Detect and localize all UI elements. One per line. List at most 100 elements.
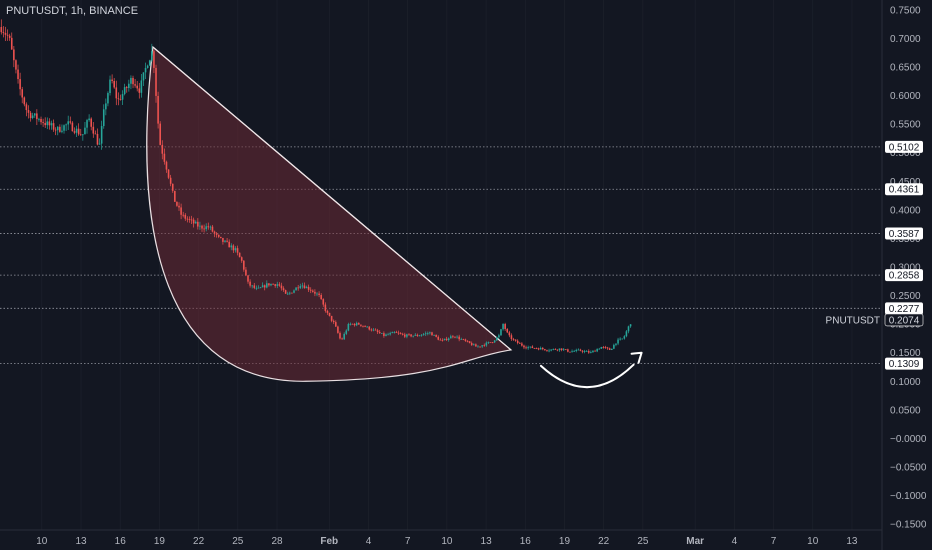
candle-body bbox=[117, 98, 120, 100]
level-price-label: 0.3587 bbox=[889, 229, 920, 240]
candle-body bbox=[31, 115, 34, 119]
candle-body bbox=[299, 286, 302, 289]
candle-body bbox=[381, 333, 383, 334]
candle-body bbox=[602, 347, 605, 348]
candle-body bbox=[284, 290, 287, 294]
candle-body bbox=[489, 341, 492, 343]
candle-body bbox=[581, 350, 584, 352]
candle-body bbox=[94, 133, 97, 135]
candle-body bbox=[263, 285, 266, 288]
candle-body bbox=[0, 27, 3, 33]
candle-body bbox=[529, 346, 532, 348]
candle-body bbox=[479, 346, 481, 348]
candle-body bbox=[456, 336, 458, 338]
candle-body bbox=[19, 79, 21, 90]
candle-body bbox=[157, 95, 159, 124]
candle-body bbox=[330, 315, 333, 321]
candle-body bbox=[404, 334, 406, 337]
candle-body bbox=[253, 285, 256, 288]
candle-body bbox=[63, 125, 65, 131]
y-tick-label: 0.6500 bbox=[890, 63, 921, 74]
candle-body bbox=[414, 334, 417, 336]
candle-body bbox=[67, 121, 70, 125]
candle-body bbox=[351, 323, 354, 325]
x-tick-label: 19 bbox=[559, 536, 571, 547]
candle-body bbox=[508, 332, 511, 336]
candle-body bbox=[358, 323, 360, 325]
candle-body bbox=[280, 285, 283, 289]
candle-body bbox=[48, 121, 51, 126]
candle-body bbox=[169, 177, 172, 184]
y-tick-label: 0.4500 bbox=[890, 177, 921, 188]
candle-body bbox=[123, 87, 126, 95]
candle-body bbox=[73, 131, 76, 133]
candle-body bbox=[472, 344, 475, 346]
candle-body bbox=[610, 348, 613, 350]
candle-body bbox=[594, 350, 596, 352]
candle-body bbox=[167, 169, 170, 178]
candle-body bbox=[355, 323, 358, 326]
candle-body bbox=[171, 183, 174, 191]
candle-body bbox=[236, 248, 239, 253]
rim-line bbox=[152, 46, 512, 351]
arrow-head bbox=[630, 351, 643, 364]
candle-body bbox=[69, 121, 72, 123]
x-tick-label: 13 bbox=[75, 536, 87, 547]
candle-body bbox=[134, 84, 136, 86]
candle-body bbox=[25, 104, 28, 111]
candle-body bbox=[165, 161, 168, 170]
candle-body bbox=[303, 285, 306, 289]
y-tick-label: 0.7000 bbox=[890, 34, 921, 45]
candle-body bbox=[6, 34, 9, 36]
candle-body bbox=[180, 207, 182, 215]
candle-body bbox=[460, 339, 463, 340]
candle-body bbox=[368, 326, 371, 330]
candle-body bbox=[539, 347, 542, 350]
x-tick-label: 10 bbox=[807, 536, 819, 547]
candle-body bbox=[600, 347, 603, 349]
candle-body bbox=[21, 89, 24, 98]
candle-body bbox=[15, 60, 17, 70]
candle-body bbox=[77, 128, 80, 135]
candle-body bbox=[606, 347, 609, 349]
candle-body bbox=[148, 60, 151, 66]
candle-body bbox=[318, 293, 320, 296]
candle-body bbox=[537, 348, 540, 350]
candle-body bbox=[510, 335, 513, 339]
candle-body bbox=[312, 290, 314, 292]
candle-body bbox=[238, 252, 241, 258]
candle-body bbox=[435, 334, 437, 337]
candle-body bbox=[420, 334, 423, 336]
candle-body bbox=[272, 283, 274, 285]
candle-body bbox=[320, 295, 322, 300]
level-price-box bbox=[885, 302, 923, 315]
candle-body bbox=[328, 312, 331, 316]
time-axis[interactable]: 10 13 16 19 22 25 28 Feb 4 7 10 13 16 19 22 25 Mar 4 7 10 13 bbox=[0, 529, 882, 547]
candle-body bbox=[401, 333, 404, 335]
candle-body bbox=[201, 225, 203, 229]
candle-body bbox=[205, 226, 207, 230]
candle-body bbox=[554, 348, 557, 350]
candle-body bbox=[98, 143, 101, 145]
candle-body bbox=[498, 335, 500, 338]
candle-body bbox=[268, 283, 270, 286]
candle-body bbox=[61, 130, 63, 132]
candle-body bbox=[483, 345, 486, 347]
candle-body bbox=[151, 51, 153, 61]
candlesticks bbox=[0, 19, 632, 354]
candle-body bbox=[360, 324, 362, 326]
candle-body bbox=[186, 218, 189, 220]
y-tick-label: 0.3000 bbox=[890, 263, 921, 274]
candle-body bbox=[278, 284, 281, 286]
candle-body bbox=[349, 323, 352, 325]
candle-body bbox=[297, 287, 299, 289]
arrow-curve bbox=[539, 363, 635, 389]
level-price-box bbox=[885, 227, 923, 240]
level-price-label: 0.2858 bbox=[889, 271, 920, 282]
candle-body bbox=[161, 144, 164, 154]
y-tick-label: −0.0500 bbox=[890, 463, 927, 474]
candle-body bbox=[140, 80, 143, 93]
candle-body bbox=[556, 349, 559, 351]
candle-body bbox=[197, 221, 199, 227]
